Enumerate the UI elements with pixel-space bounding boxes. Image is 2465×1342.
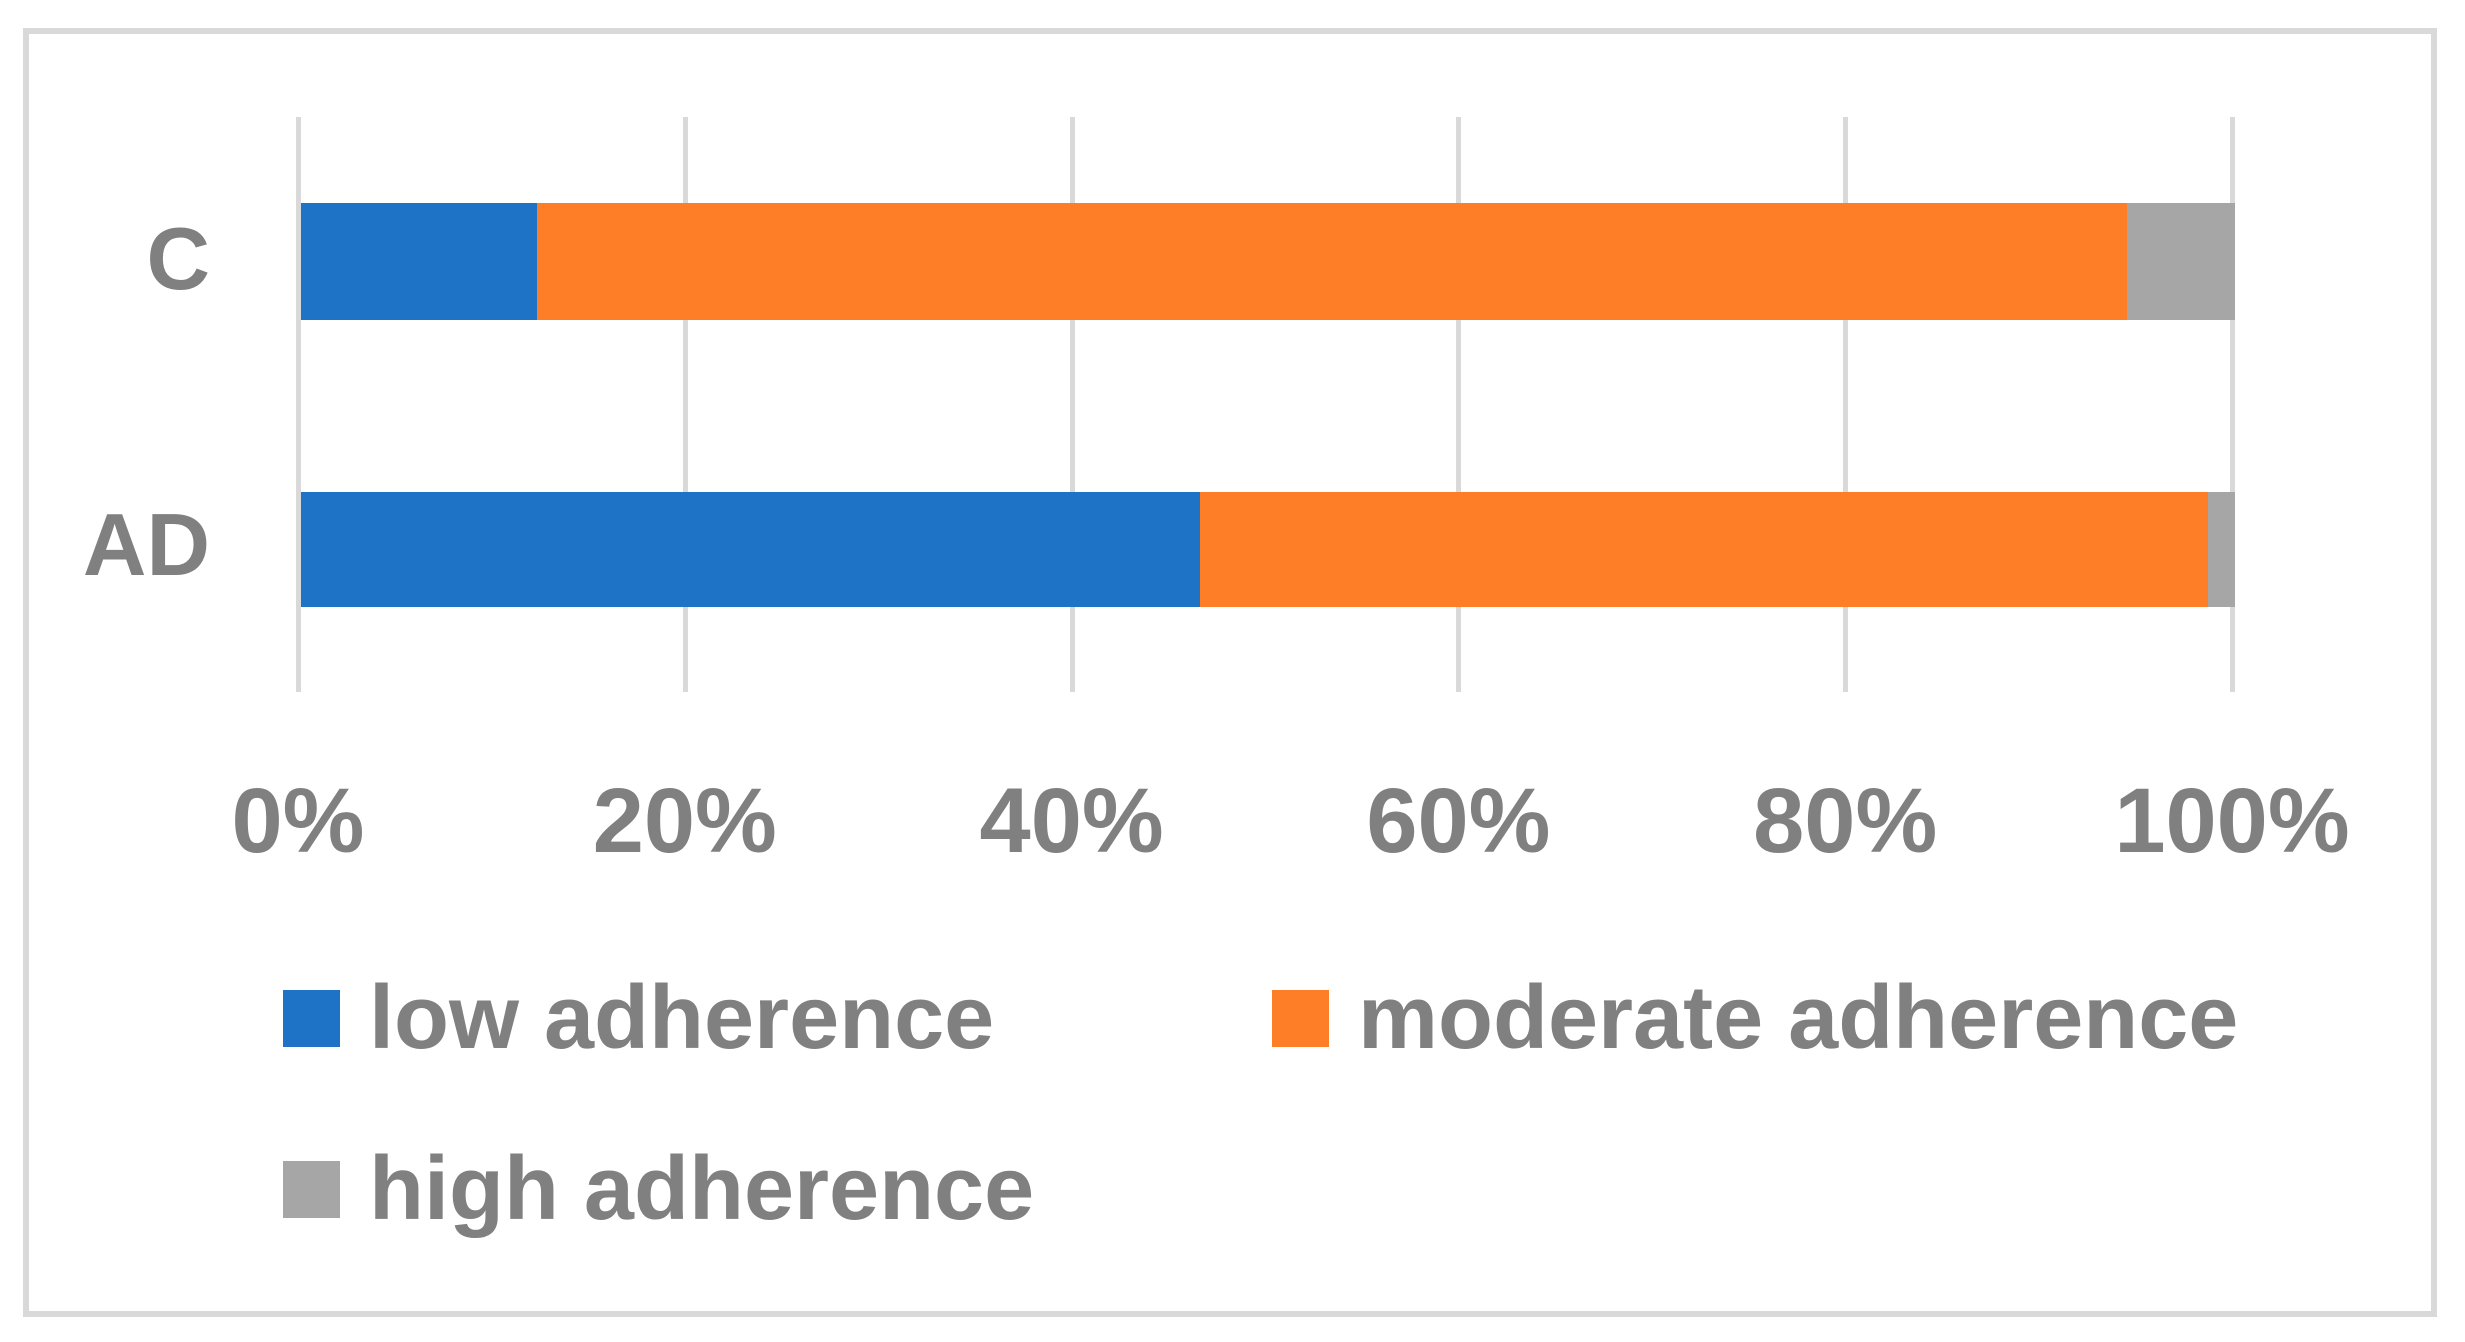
x-tick-label-100%: 100%: [2114, 770, 2350, 872]
category-label-AD: AD: [82, 495, 210, 594]
bar-segment-AD-high: [2207, 492, 2235, 607]
bar-segment-C-high: [2126, 203, 2235, 320]
legend-swatch-high: [283, 1160, 340, 1218]
x-tick-label-20%: 20%: [592, 770, 777, 872]
legend-label: moderate adherence: [1358, 967, 2239, 1068]
plot-area: [296, 117, 2235, 692]
legend-swatch-moderate: [1272, 989, 1329, 1047]
bar-row-AD: [301, 492, 2235, 607]
bar-segment-C-moderate: [536, 203, 2127, 320]
legend-item-moderate: moderate adherence: [1272, 968, 2238, 1068]
x-tick-label-0%: 0%: [231, 770, 365, 872]
category-label-C: C: [146, 209, 210, 308]
bar-row-C: [301, 203, 2235, 320]
gridline-100%: [2230, 117, 2235, 692]
legend-item-high: high adherence: [283, 1139, 1034, 1239]
legend-swatch-low: [283, 989, 340, 1047]
gridline-40%: [1069, 117, 1075, 692]
gridline-60%: [1456, 117, 1462, 692]
bar-segment-AD-moderate: [1200, 492, 2208, 607]
x-tick-label-40%: 40%: [979, 770, 1164, 872]
legend-label: low adherence: [369, 967, 995, 1068]
bar-segment-C-low: [301, 203, 537, 320]
gridline-20%: [682, 117, 688, 692]
x-tick-label-80%: 80%: [1753, 770, 1938, 872]
gridline-80%: [1843, 117, 1849, 692]
legend-label: high adherence: [369, 1138, 1035, 1239]
bar-segment-AD-low: [301, 492, 1201, 607]
legend-item-low: low adherence: [283, 968, 994, 1068]
x-tick-label-60%: 60%: [1366, 770, 1551, 872]
axis-line-0pct: [296, 117, 301, 692]
